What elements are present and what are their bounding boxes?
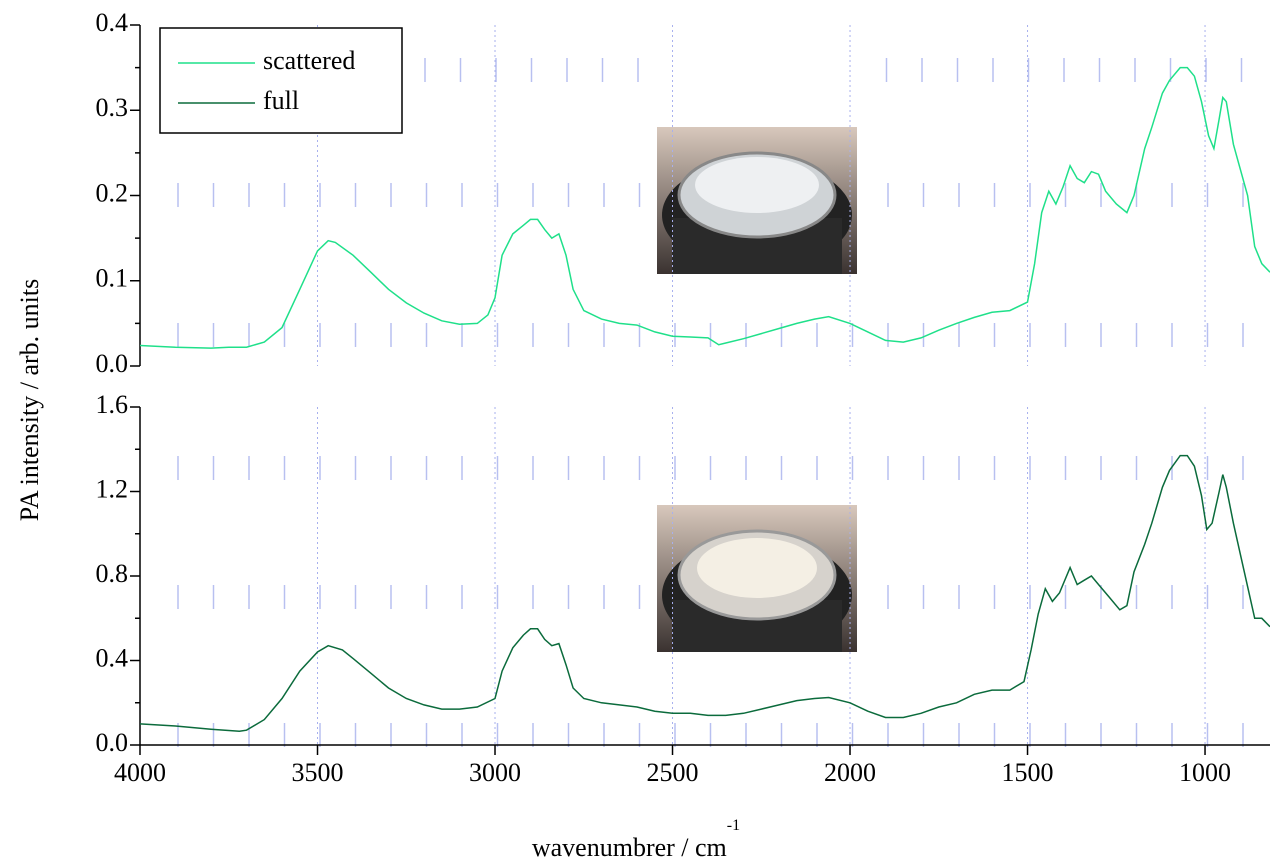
- legend-label: scattered: [263, 46, 355, 75]
- x-tick-label: 2500: [647, 758, 699, 787]
- line-series: [139, 454, 1270, 733]
- y-tick-label: 0.4: [96, 8, 129, 37]
- y-tick-label: 0.3: [96, 93, 129, 122]
- legend-label: full: [263, 86, 299, 115]
- y-tick-label: 0.0: [96, 349, 129, 378]
- x-tick-label: 4000: [114, 758, 166, 787]
- y-tick-label: 0.1: [96, 264, 129, 293]
- x-tick-label: 3000: [469, 758, 521, 787]
- x-axis-label: wavenumbrer / cm-1: [532, 817, 740, 862]
- x-tick-label: 1000: [1179, 758, 1231, 787]
- photo-bottom: [657, 505, 857, 652]
- x-tick-label: 1500: [1002, 758, 1054, 787]
- legend-box: [159, 27, 403, 134]
- x-tick-label: 2000: [824, 758, 876, 787]
- y-tick-label: 0.8: [96, 559, 129, 588]
- x-axis-label-main: wavenumbrer / cm: [532, 833, 727, 862]
- x-tick-label: 3500: [292, 758, 344, 787]
- line-series: [139, 66, 1270, 349]
- x-axis-label-sup: -1: [727, 817, 740, 834]
- y-tick-label: 1.2: [96, 474, 129, 503]
- photo-top: [657, 127, 857, 274]
- y-tick-label: 0.4: [96, 643, 129, 672]
- y-tick-label: 0.0: [96, 728, 129, 757]
- y-axis-label: PA intensity / arb. units: [15, 279, 44, 521]
- y-tick-label: 0.2: [96, 178, 129, 207]
- y-tick-label: 1.6: [96, 390, 129, 419]
